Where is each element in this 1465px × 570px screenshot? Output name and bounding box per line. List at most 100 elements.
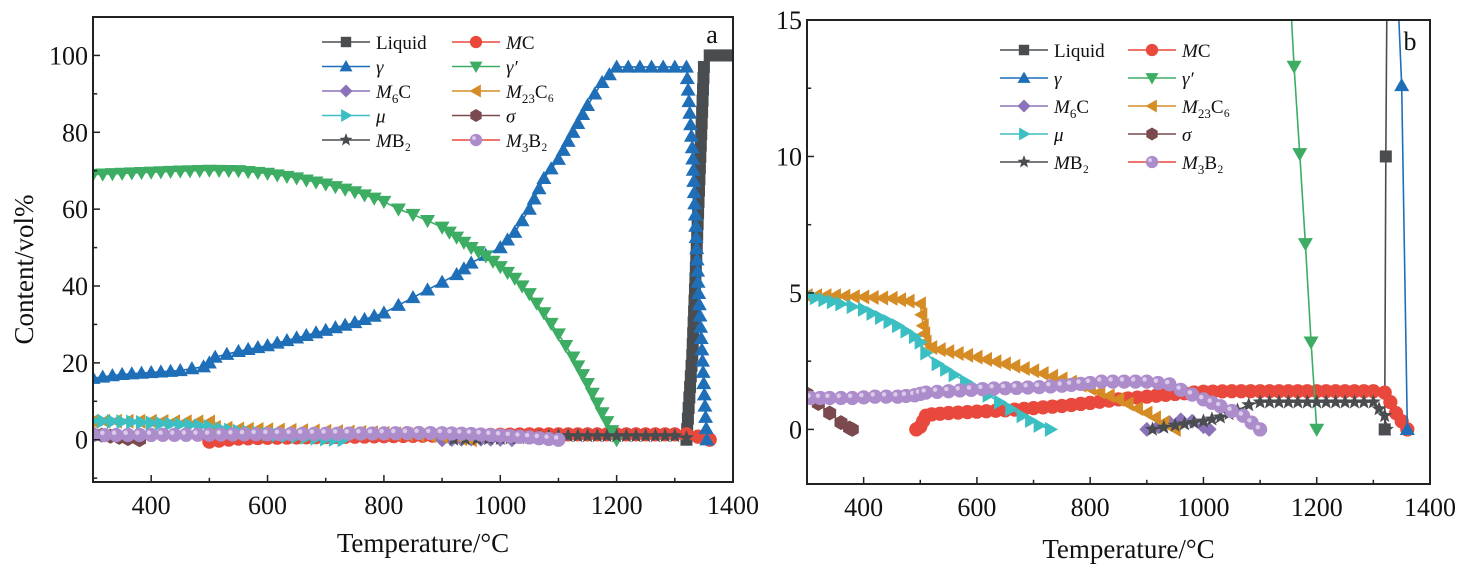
series-line-liquid <box>1383 20 1388 430</box>
data-point-m23c6 <box>875 290 889 306</box>
data-point-gamma <box>680 82 696 96</box>
series-mu <box>807 290 1059 437</box>
data-point-gamma <box>690 263 706 277</box>
data-point-gamma <box>689 252 705 266</box>
data-point-m3b2-highlight <box>944 386 949 392</box>
data-point-m23c6 <box>865 289 879 305</box>
data-point-m3b2-highlight <box>193 430 198 435</box>
data-point-m23c6 <box>959 347 974 363</box>
data-point-gamma <box>693 330 709 345</box>
data-point-mu <box>1005 401 1019 417</box>
data-point-gamma <box>632 59 648 73</box>
legend-marker-square-icon <box>1018 44 1030 56</box>
data-point-gamma-prime <box>163 165 179 179</box>
data-point-liquid <box>727 49 733 62</box>
data-point-m23c6 <box>1147 410 1161 426</box>
x-tick-label: 800 <box>1071 493 1110 522</box>
data-point-m23c6 <box>932 342 946 358</box>
data-point-m3b2-highlight <box>414 428 419 434</box>
data-point-mb2 <box>570 428 586 443</box>
chart-panel-b: 400 600 800 1000 1200 1400 0 5 10 15 Temperature/°… <box>776 6 1456 564</box>
legend-item-m23c6: M23C₆ <box>1128 97 1230 121</box>
legend-label-italic: γ <box>376 58 384 79</box>
series-line-gamma-prime <box>1290 20 1318 430</box>
data-point-m3b2 <box>551 432 566 447</box>
data-point-m3b2-highlight <box>553 435 559 440</box>
data-point-m3b2-highlight <box>815 393 821 399</box>
series-gamma <box>93 59 715 446</box>
data-point-gamma <box>565 124 581 138</box>
data-point-mb2 <box>1309 394 1325 409</box>
data-point-gamma-prime <box>434 221 450 235</box>
legend-marker-sphere-icon-highlight <box>1148 158 1153 162</box>
series-mb2 <box>1144 394 1394 436</box>
x-tick-label: 1000 <box>474 491 526 520</box>
y-tick-label: 100 <box>49 41 88 70</box>
legend-label-italic: M <box>375 82 393 103</box>
data-point-mu <box>809 290 823 306</box>
data-point-gamma <box>683 117 699 131</box>
data-point-m3b2-highlight <box>447 428 452 434</box>
data-point-m3b2-highlight <box>111 430 117 436</box>
data-point-gamma <box>500 232 516 246</box>
data-point-m3b2 <box>1252 422 1268 437</box>
data-point-m3b2-highlight <box>476 429 481 435</box>
data-point-gamma <box>526 191 542 205</box>
data-point-mu <box>145 415 159 431</box>
data-point-mb2 <box>1195 413 1211 428</box>
data-point-gamma-prime <box>172 165 188 179</box>
data-point-gamma-prime <box>1292 148 1308 162</box>
series-m3b2 <box>93 425 566 447</box>
data-point-gamma <box>683 128 699 142</box>
data-point-m3b2-highlight <box>1176 385 1181 390</box>
data-point-gamma-prime <box>95 168 111 182</box>
data-point-gamma-prime <box>211 164 227 178</box>
legend-marker-hexagon-icon <box>1146 127 1158 141</box>
data-point-m3b2-highlight <box>146 430 152 435</box>
legend-marker-circle-icon <box>1145 43 1159 57</box>
data-point-gamma-prime <box>201 164 217 178</box>
data-point-gamma-prime <box>604 425 620 439</box>
legend-marker-triangle-down-icon <box>1145 73 1159 85</box>
data-point-m3b2-highlight <box>847 393 853 399</box>
data-point-gamma <box>690 274 706 288</box>
legend-label-main: C <box>398 82 411 103</box>
data-point-m3b2-highlight <box>534 433 540 439</box>
legend-label-italic: M <box>505 131 523 152</box>
data-point-m3b2-highlight <box>344 429 349 434</box>
data-point-gamma <box>390 297 406 311</box>
data-point-gamma-prime <box>93 168 101 183</box>
data-point-m3b2-highlight <box>204 430 210 435</box>
legend-label-italic: σ <box>506 107 516 128</box>
data-point-mb2 <box>1365 394 1381 409</box>
legend-label: γ <box>1054 69 1062 90</box>
data-point-m3b2-highlight <box>1130 377 1136 382</box>
data-point-gamma <box>694 342 710 356</box>
data-point-m3b2-highlight <box>1000 383 1006 389</box>
legend-label-subscript: 23 <box>522 91 535 106</box>
data-point-gamma-prime <box>143 166 159 180</box>
legend-item-gamma: γ <box>322 58 384 79</box>
legend-label-italic: γ <box>1054 69 1062 90</box>
data-point-m3b2-highlight <box>1066 380 1072 385</box>
data-point-gamma-prime <box>570 360 586 374</box>
plot-area <box>93 49 733 449</box>
data-point-m3b2-highlight <box>181 430 187 435</box>
data-point-m23c6 <box>884 290 898 306</box>
data-point-liquid <box>684 370 697 383</box>
data-point-gamma-prime <box>1309 423 1325 437</box>
data-point-mb2 <box>609 428 625 443</box>
data-point-mu <box>940 361 954 377</box>
data-point-mu <box>174 416 188 432</box>
data-point-gamma <box>543 161 559 175</box>
data-point-mu <box>164 416 179 432</box>
data-point-mb2 <box>1144 421 1160 436</box>
data-point-m3b2-highlight <box>901 391 907 396</box>
data-point-m3b2-highlight <box>379 428 384 434</box>
data-point-mb2 <box>1156 419 1172 434</box>
data-point-gamma-prime <box>376 195 392 209</box>
data-point-gamma-prime <box>594 407 610 421</box>
data-point-m3b2-highlight <box>332 429 338 434</box>
data-point-gamma <box>219 346 235 360</box>
data-point-m3b2-highlight <box>881 392 887 397</box>
